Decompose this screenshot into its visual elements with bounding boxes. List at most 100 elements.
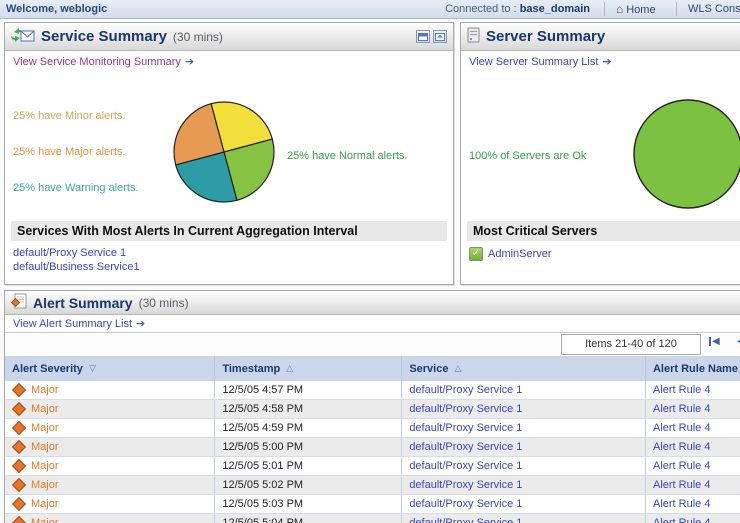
arrow-icon: ➔ xyxy=(602,56,612,68)
alert-service-link[interactable]: default/Proxy Service 1 xyxy=(409,403,523,415)
alert-timestamp-value: 12/5/05 5:01 PM xyxy=(222,460,304,472)
pie-slice-ok xyxy=(633,99,740,209)
server-icon xyxy=(467,27,480,46)
panel-title: Server Summary xyxy=(486,28,606,45)
alert-service-link[interactable]: default/Proxy Service 1 xyxy=(409,517,523,523)
service-links-list: default/Proxy Service 1 default/Business… xyxy=(13,247,140,274)
server-status-pie-chart xyxy=(633,99,740,209)
major-severity-icon xyxy=(11,439,27,455)
major-severity-icon xyxy=(11,420,27,436)
alert-summary-header: Alert Summary (30 mins) xyxy=(5,291,740,315)
alert-rule-link[interactable]: Alert Rule 4 xyxy=(652,403,711,415)
alert-service-link[interactable]: default/Proxy Service 1 xyxy=(409,441,523,453)
minor-alerts-label: 25% have Minor alerts. xyxy=(13,110,126,122)
table-row: Major 12/5/05 5:01 PM default/Proxy Serv… xyxy=(5,457,740,476)
arrow-icon: ➔ xyxy=(136,318,146,330)
table-row: Major 12/5/05 5:00 PM default/Proxy Serv… xyxy=(5,438,740,457)
table-row: Major 12/5/05 4:58 PM default/Proxy Serv… xyxy=(5,400,740,419)
alert-timestamp-value: 12/5/05 5:00 PM xyxy=(222,441,304,453)
view-alert-summary-list-link[interactable]: View Alert Summary List ➔ xyxy=(13,318,146,330)
topbar-divider xyxy=(604,2,605,16)
warning-alerts-label: 25% have Warning alerts. xyxy=(13,182,139,194)
wls-console-link[interactable]: WLS Console xyxy=(688,3,740,15)
normal-alerts-label: 25% have Normal alerts. xyxy=(287,150,408,162)
major-severity-icon xyxy=(11,458,27,474)
table-row: Major 12/5/05 5:04 PM default/Proxy Serv… xyxy=(5,514,740,523)
column-header-service[interactable]: Service △ xyxy=(402,356,646,381)
proxy-service-link[interactable]: default/Proxy Service 1 xyxy=(13,247,127,259)
collapse-window-button[interactable] xyxy=(416,30,430,43)
major-severity-icon xyxy=(11,401,27,417)
alert-severity-value: Major xyxy=(31,403,59,415)
service-alerts-pie-chart xyxy=(173,101,275,203)
alert-severity-value: Major xyxy=(31,422,59,434)
topbar-divider xyxy=(676,2,677,16)
alert-service-link[interactable]: default/Proxy Service 1 xyxy=(409,460,523,472)
alert-rule-link[interactable]: Alert Rule 4 xyxy=(652,460,711,472)
alert-summary-panel: Alert Summary (30 mins) View Alert Summa… xyxy=(4,290,740,523)
alert-rule-link[interactable]: Alert Rule 4 xyxy=(652,517,711,523)
server-summary-panel: Server Summary View Server Summary List ➔… xyxy=(460,22,740,285)
alert-service-link[interactable]: default/Proxy Service 1 xyxy=(409,384,523,396)
sort-descending-icon: ▽ xyxy=(88,363,96,373)
connected-to-text: Connected to : base_domain xyxy=(445,3,590,15)
alert-table-body: Major 12/5/05 4:57 PM default/Proxy Serv… xyxy=(5,381,740,523)
home-link[interactable]: ⌂ Home xyxy=(616,2,656,16)
pie-slice-warning xyxy=(175,151,238,203)
view-service-monitoring-summary-link[interactable]: View Service Monitoring Summary ➔ xyxy=(13,56,195,68)
alert-severity-value: Major xyxy=(31,384,59,396)
server-summary-header: Server Summary xyxy=(461,23,740,51)
alert-severity-value: Major xyxy=(31,498,59,510)
table-row: Major 12/5/05 5:03 PM default/Proxy Serv… xyxy=(5,495,740,514)
major-severity-icon xyxy=(11,496,27,512)
alert-rule-link[interactable]: Alert Rule 4 xyxy=(652,384,711,396)
previous-page-button[interactable]: ◀ xyxy=(737,336,740,347)
sort-ascending-icon: △ xyxy=(454,363,462,373)
panel-title: Service Summary xyxy=(41,28,167,45)
alert-severity-value: Major xyxy=(31,460,59,472)
maximize-window-button[interactable] xyxy=(433,30,447,43)
pagination-items-count: Items 21-40 of 120 xyxy=(561,334,701,355)
alert-service-link[interactable]: default/Proxy Service 1 xyxy=(409,479,523,491)
service-summary-icon xyxy=(11,27,35,46)
major-alerts-label: 25% have Major alerts. xyxy=(13,146,126,158)
pie-slice-major xyxy=(173,103,225,166)
welcome-text: Welcome, weblogic xyxy=(6,3,108,15)
panel-interval: (30 mins) xyxy=(172,29,223,44)
alert-timestamp-value: 12/5/05 4:58 PM xyxy=(222,403,304,415)
major-severity-icon xyxy=(11,382,27,398)
table-row: Major 12/5/05 5:02 PM default/Proxy Serv… xyxy=(5,476,740,495)
arrow-icon: ➔ xyxy=(184,56,195,68)
alert-service-link[interactable]: default/Proxy Service 1 xyxy=(409,422,523,434)
server-ok-check-icon: ✓ xyxy=(469,247,483,261)
alert-severity-value: Major xyxy=(31,479,59,491)
table-row: Major 12/5/05 4:57 PM default/Proxy Serv… xyxy=(5,381,740,400)
alert-table-header: Alert Severity ▽ Timestamp △ Service △ Aler… xyxy=(5,355,740,382)
alert-timestamp-value: 12/5/05 4:59 PM xyxy=(222,422,304,434)
top-bar: Welcome, weblogic Connected to : base_do… xyxy=(0,0,740,19)
major-severity-icon xyxy=(11,477,27,493)
previous-page-icon: ◀ xyxy=(737,336,740,347)
domain-name: base_domain xyxy=(519,3,590,15)
column-header-alert-rule-name[interactable]: Alert Rule Name xyxy=(646,356,740,381)
first-page-button[interactable]: ◀ xyxy=(709,336,720,347)
alert-rule-link[interactable]: Alert Rule 4 xyxy=(652,479,711,491)
service-summary-panel: Service Summary (30 mins) View Service M… xyxy=(4,22,454,285)
column-header-alert-severity[interactable]: Alert Severity ▽ xyxy=(5,356,216,381)
pagination-bar: Items 21-40 of 120 ◀ ◀ xyxy=(5,332,740,357)
panel-interval: (30 mins) xyxy=(138,295,189,310)
admin-server-link[interactable]: AdminServer xyxy=(488,248,552,260)
alert-rule-link[interactable]: Alert Rule 4 xyxy=(652,498,711,510)
alert-service-link[interactable]: default/Proxy Service 1 xyxy=(409,498,523,510)
alert-rule-link[interactable]: Alert Rule 4 xyxy=(652,422,711,434)
view-server-summary-list-link[interactable]: View Server Summary List ➔ xyxy=(469,56,612,68)
table-row: Major 12/5/05 4:59 PM default/Proxy Serv… xyxy=(5,419,740,438)
first-page-icon: ◀ xyxy=(712,336,720,347)
alert-rule-link[interactable]: Alert Rule 4 xyxy=(652,441,711,453)
business-service-link[interactable]: default/Business Service1 xyxy=(13,260,140,273)
servers-ok-label: 100% of Servers are Ok xyxy=(469,150,587,162)
service-summary-header: Service Summary (30 mins) xyxy=(5,23,453,51)
critical-server-row: ✓ AdminServer xyxy=(469,247,552,261)
column-header-timestamp[interactable]: Timestamp △ xyxy=(215,356,403,381)
